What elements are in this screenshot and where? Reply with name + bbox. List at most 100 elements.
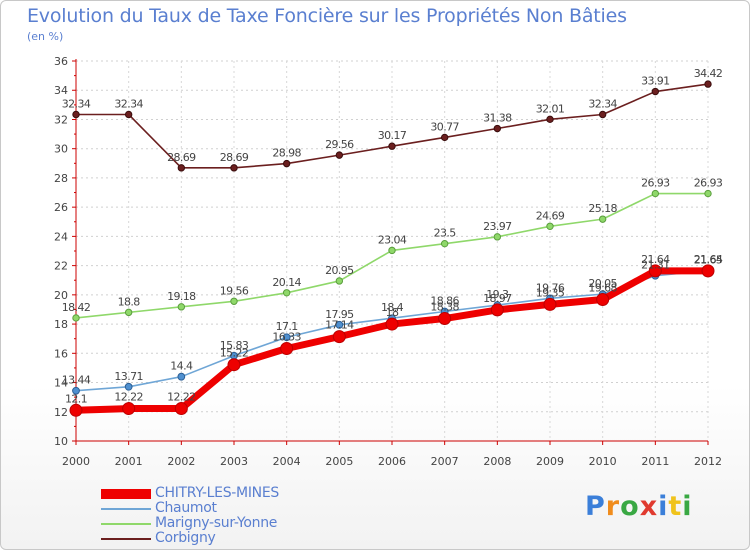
logo-letter: x (639, 491, 659, 522)
logo-letter: r (605, 491, 621, 522)
y-tick-label: 34 (54, 84, 68, 97)
data-point-corbigny (493, 124, 502, 133)
data-label-marigny-sur-yonne: 26.93 (694, 177, 723, 190)
data-point-marigny-sur-yonne (124, 308, 133, 317)
data-label-chaumot: 19.3 (486, 288, 509, 301)
y-tick-label: 28 (54, 172, 68, 185)
data-point-corbigny (440, 133, 449, 142)
logo-letter: i (658, 491, 669, 522)
data-labels: 32.34 32.34 28.69 28.69 28.98 29.56 30.17 30.77… (62, 67, 724, 405)
y-tick-label: 36 (54, 55, 68, 68)
y-tick-label: 26 (54, 201, 68, 214)
data-point-chitry-les-mines (438, 312, 452, 326)
data-point-chitry-les-mines (280, 341, 294, 355)
x-tick-label: 2011 (641, 455, 669, 468)
data-point-marigny-sur-yonne (177, 303, 186, 311)
data-label-chitry-les-mines: 16.33 (272, 330, 301, 343)
data-label-marigny-sur-yonne: 23.97 (483, 220, 512, 233)
data-point-chitry-les-mines (490, 303, 504, 317)
data-point-marigny-sur-yonne (282, 289, 291, 297)
x-tick-label: 2002 (167, 455, 195, 468)
y-tick-label: 10 (54, 435, 68, 448)
data-point-chitry-les-mines (227, 358, 241, 372)
data-label-corbigny: 32.01 (536, 102, 565, 115)
proxiti-logo: Proxiti (585, 491, 693, 522)
logo-letter: t (668, 491, 683, 522)
y-tick-label: 22 (54, 260, 68, 273)
data-label-marigny-sur-yonne: 24.69 (536, 209, 565, 222)
x-tick-label: 2005 (325, 455, 353, 468)
x-tick-label: 2010 (589, 455, 617, 468)
x-tick-label: 2004 (273, 455, 301, 468)
y-tick-label: 16 (54, 347, 68, 360)
data-label-chitry-les-mines: 19.35 (536, 286, 565, 299)
data-point-chaumot (177, 372, 186, 381)
data-label-chitry-les-mines: 21.64 (694, 253, 723, 266)
data-label-corbigny: 29.56 (325, 138, 354, 151)
data-point-corbigny (177, 164, 186, 172)
data-point-corbigny (598, 110, 607, 119)
data-point-chitry-les-mines (701, 264, 715, 278)
legend-label-chitry: CHITRY-LES-MINES (155, 485, 279, 501)
data-point-chitry-les-mines (596, 293, 610, 307)
data-label-chitry-les-mines: 18.97 (483, 292, 512, 305)
y-tick-label: 20 (54, 289, 68, 302)
data-label-chaumot: 15.83 (220, 339, 249, 352)
data-point-corbigny (546, 115, 554, 124)
data-point-marigny-sur-yonne (598, 215, 607, 223)
data-point-corbigny (388, 142, 396, 150)
data-label-corbigny: 33.91 (641, 75, 670, 88)
data-label-marigny-sur-yonne: 23.04 (378, 233, 407, 246)
x-tick-label: 2001 (115, 455, 143, 468)
data-point-marigny-sur-yonne (440, 239, 449, 248)
data-point-chitry-les-mines (648, 264, 662, 278)
data-point-corbigny (282, 159, 291, 168)
data-label-chaumot: 18.4 (381, 301, 404, 314)
data-label-chaumot: 17.95 (325, 308, 354, 321)
data-label-chaumot: 18.86 (430, 295, 459, 308)
data-point-chitry-les-mines (332, 330, 346, 344)
data-point-marigny-sur-yonne (546, 222, 554, 231)
data-label-chaumot: 20.05 (588, 277, 617, 290)
x-tick-label: 2003 (220, 455, 248, 468)
data-label-marigny-sur-yonne: 20.95 (325, 264, 354, 277)
data-label-marigny-sur-yonne: 23.5 (434, 227, 457, 240)
data-label-chaumot: 19.76 (536, 281, 565, 294)
data-point-chitry-les-mines (385, 317, 399, 331)
data-point-marigny-sur-yonne (72, 314, 80, 322)
data-label-marigny-sur-yonne: 19.56 (220, 284, 249, 297)
logo-letter: i (682, 491, 693, 522)
data-point-corbigny (230, 164, 238, 172)
legend-swatch-marigny (101, 523, 151, 525)
y-tick-label: 30 (54, 143, 68, 156)
y-tick-label: 18 (54, 318, 68, 331)
data-point-marigny-sur-yonne (230, 297, 238, 305)
chart-title: Evolution du Taux de Taxe Foncière sur l… (27, 5, 627, 27)
data-label-marigny-sur-yonne: 26.93 (641, 177, 670, 190)
data-label-corbigny: 30.17 (378, 129, 407, 142)
data-label-chaumot: 17.1 (276, 320, 298, 333)
data-point-corbigny (72, 110, 80, 119)
data-point-marigny-sur-yonne (704, 189, 712, 198)
legend-swatch-chitry (101, 489, 151, 499)
data-label-chaumot: 21.31 (641, 259, 670, 272)
data-label-chitry-les-mines: 18.38 (430, 301, 459, 314)
data-label-chaumot: 13.44 (62, 374, 91, 387)
data-label-corbigny: 28.69 (220, 151, 249, 164)
data-label-corbigny: 34.42 (694, 67, 723, 80)
data-point-marigny-sur-yonne (651, 189, 660, 198)
x-tick-label: 2012 (694, 455, 722, 468)
legend-swatch-chaumot (101, 508, 151, 510)
axes: 10 12 14 16 18 20 22 24 26 28 30 32 34 36 2000 2001 2002… (54, 55, 722, 468)
legend-swatch-corbigny (101, 538, 151, 540)
x-tick-label: 2009 (536, 455, 564, 468)
data-label-marigny-sur-yonne: 18.8 (118, 295, 141, 308)
data-point-chitry-les-mines (69, 403, 83, 417)
data-label-chitry-les-mines: 17.14 (325, 319, 354, 332)
data-point-chaumot (124, 382, 133, 391)
data-label-corbigny: 31.38 (483, 112, 512, 125)
series-lines (69, 80, 715, 417)
legend-label-marigny: Marigny-sur-Yonne (155, 515, 278, 531)
logo-letter: P (585, 491, 606, 522)
